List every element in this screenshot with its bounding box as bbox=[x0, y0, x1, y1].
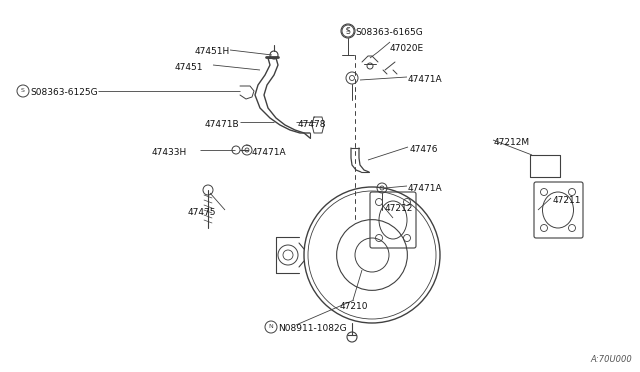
Text: N08911-1082G: N08911-1082G bbox=[278, 324, 347, 333]
Text: 47451H: 47451H bbox=[195, 47, 230, 56]
Text: 47433H: 47433H bbox=[152, 148, 188, 157]
Text: 47476: 47476 bbox=[410, 145, 438, 154]
Text: A:70U000: A:70U000 bbox=[590, 355, 632, 364]
Text: 47475: 47475 bbox=[188, 208, 216, 217]
Text: S: S bbox=[21, 89, 25, 93]
Text: 47471A: 47471A bbox=[408, 75, 443, 84]
Text: 47471A: 47471A bbox=[252, 148, 287, 157]
Text: 47211: 47211 bbox=[553, 196, 582, 205]
Text: N: N bbox=[269, 324, 273, 330]
Text: 47212: 47212 bbox=[385, 204, 413, 213]
Text: 47210: 47210 bbox=[340, 302, 369, 311]
Text: 47451: 47451 bbox=[175, 63, 204, 72]
Text: S: S bbox=[346, 29, 350, 33]
Text: 47020E: 47020E bbox=[390, 44, 424, 53]
Text: 47478: 47478 bbox=[298, 120, 326, 129]
Text: S08363-6165G: S08363-6165G bbox=[355, 28, 423, 37]
Text: S: S bbox=[346, 26, 350, 35]
Text: 47212M: 47212M bbox=[494, 138, 530, 147]
Text: 47471A: 47471A bbox=[408, 184, 443, 193]
Text: 47471B: 47471B bbox=[205, 120, 239, 129]
Text: S08363-6125G: S08363-6125G bbox=[30, 88, 98, 97]
